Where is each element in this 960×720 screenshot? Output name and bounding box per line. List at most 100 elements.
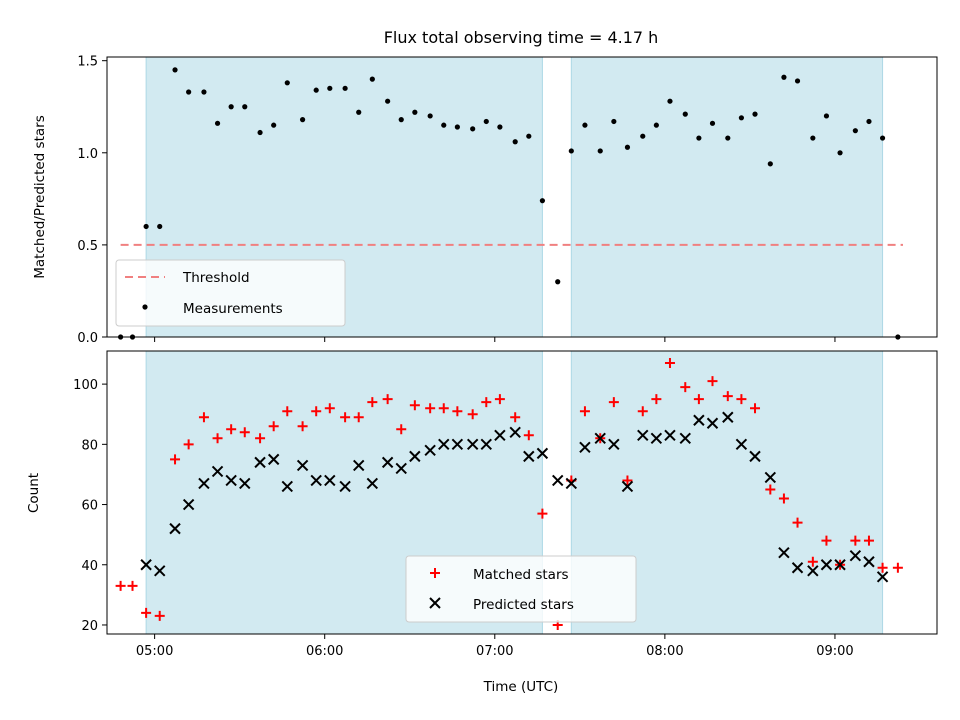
y-tick-label: 1.0 (77, 147, 98, 162)
matched-star-point (198, 412, 209, 423)
measurement-point (582, 122, 588, 128)
predicted-star-point (735, 438, 748, 451)
measurement-point (526, 133, 532, 139)
measurement-point (866, 118, 872, 125)
y-tick-label: 60 (81, 499, 98, 514)
measurement-point (172, 67, 178, 73)
x-tick-label: 05:00 (136, 644, 173, 659)
matched-star-point (481, 397, 492, 408)
x-axis-label: Time (UTC) (483, 679, 559, 695)
legend-label-measurements: Measurements (183, 301, 283, 317)
matched-star-point (537, 508, 548, 519)
legend-box (405, 555, 637, 623)
measurement-point (653, 122, 659, 128)
measurement-point (385, 98, 391, 104)
measurement-point (767, 161, 773, 167)
top-plot-frame (106, 56, 938, 338)
measurement-point (709, 120, 716, 126)
measurement-point (879, 135, 886, 141)
predicted-star-point (621, 480, 634, 493)
y-tick-label: 40 (81, 559, 98, 574)
y-tick-label: 100 (73, 378, 98, 393)
measurement-point (143, 223, 149, 230)
measurement-point (696, 135, 702, 141)
predicted-star-point (509, 426, 521, 438)
legend-predicted-swatch (429, 597, 441, 609)
measurement-point (483, 118, 489, 125)
predicted-star-point (140, 559, 152, 571)
matched-star-point (637, 406, 648, 417)
chart-title: Flux total observing time = 4.17 h (384, 28, 659, 47)
predicted-star-point (552, 474, 564, 487)
y-tick-label: 20 (81, 619, 98, 634)
predicted-star-point (664, 429, 676, 442)
matched-star-point (778, 493, 789, 504)
matched-star-point (693, 394, 704, 405)
predicted-star-point (198, 477, 210, 490)
matched-star-point (127, 580, 138, 591)
measurements-series (118, 67, 901, 340)
predicted-star-point (239, 477, 251, 490)
predicted-star-point (409, 450, 421, 463)
predicted-star-point (254, 456, 266, 469)
predicted-star-point (778, 547, 790, 559)
matched-star-point (268, 421, 279, 432)
y-tick-label: 80 (81, 438, 98, 453)
predicted-star-point (281, 480, 293, 493)
matched-star-point (282, 406, 293, 417)
bottom-panel: 05:00 06:00 07:00 08:00 09:00 20 40 60 80 100 Co… (26, 350, 938, 695)
top-y-ticks: 0.0 0.5 1.0 1.5 (77, 55, 107, 346)
predicted-star-point (424, 444, 436, 457)
measurement-point (794, 78, 801, 84)
predicted-star-point (608, 438, 620, 451)
measurement-point (342, 85, 348, 91)
predicted-star-point (807, 565, 819, 577)
matched-star-point (255, 433, 266, 444)
y-tick-label: 0.0 (77, 331, 98, 346)
matched-star-point (579, 406, 590, 417)
predicted-star-point (749, 450, 761, 463)
legend-label-matched: Matched stars (473, 567, 569, 583)
legend-matched-swatch (430, 568, 440, 578)
measurement-point (470, 126, 476, 132)
matched-star-point (340, 412, 351, 423)
matched-star-point (154, 610, 165, 621)
predicted-star-point (820, 559, 833, 571)
predicted-star-point (395, 462, 407, 475)
bottom-x-ticks: 05:00 06:00 07:00 08:00 09:00 (136, 634, 854, 659)
matched-star-point (212, 433, 223, 444)
predicted-star-point (764, 471, 777, 484)
matched-star-point (438, 403, 449, 414)
predicted-star-point (706, 417, 719, 429)
measurement-point (186, 89, 192, 95)
matched-star-point (297, 421, 308, 432)
measurement-point (284, 80, 290, 86)
predicted-star-point (565, 477, 578, 490)
measurement-point (242, 104, 248, 110)
measurement-point (555, 279, 561, 285)
matched-star-point (396, 424, 407, 435)
measurement-point (640, 133, 646, 139)
predicted-star-point (310, 474, 322, 487)
predicted-star-point (693, 414, 705, 426)
measurement-point (201, 89, 207, 95)
measurement-point (356, 109, 362, 115)
matched-star-point (170, 454, 181, 465)
measurement-point (810, 135, 816, 141)
measurement-point (441, 122, 447, 128)
measurement-point (412, 109, 418, 115)
x-tick-label: 06:00 (306, 644, 343, 659)
predicted-star-point (849, 550, 862, 562)
bottom-legend: Matched stars Predicted stars (405, 555, 637, 623)
top-x-ticks (154, 337, 836, 342)
predicted-star-point (339, 480, 351, 493)
predicted-star-point (154, 565, 166, 577)
matched-star-point (467, 409, 478, 420)
measurement-point (398, 117, 404, 123)
measurement-point (837, 150, 843, 156)
matched-star-point (409, 400, 420, 411)
matched-star-point (765, 484, 776, 495)
predicted-star-point (466, 438, 479, 451)
matched-star-point (510, 412, 521, 423)
predicted-star-point (296, 459, 309, 472)
